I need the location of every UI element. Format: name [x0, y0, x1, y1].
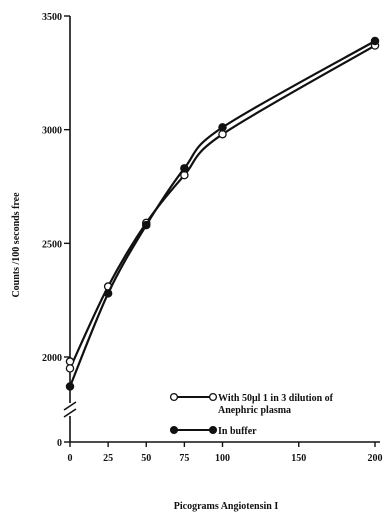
legend-marker-2 — [169, 425, 179, 435]
data-point-series-1 — [218, 129, 227, 139]
y-axis-break-mark — [63, 401, 77, 411]
legend-marker-1 — [208, 392, 218, 402]
series-line-2 — [68, 40, 376, 387]
x-tick-label: 75 — [179, 453, 189, 464]
x-tick-label: 100 — [215, 453, 230, 464]
data-point-series-1 — [65, 357, 75, 366]
y-tick-label-zero: 0 — [57, 438, 62, 449]
x-tick-label: 50 — [141, 453, 151, 464]
data-point-series-2 — [370, 36, 380, 46]
data-point-series-2 — [218, 123, 227, 132]
legend-label-1: Anephric plasma — [218, 405, 291, 416]
x-axis-title: Picograms Angiotensin I — [174, 501, 279, 512]
y-axis-break-mark — [63, 408, 77, 418]
y-tick-label: 3000 — [42, 126, 62, 137]
axes: 2000 2500 3000 3500 00 25 50 75 100 150 200 — [42, 12, 383, 464]
data-point-series-2 — [65, 382, 75, 391]
data-point-series-2 — [180, 164, 189, 173]
series-layer — [65, 36, 380, 391]
legend-marker-1 — [169, 392, 179, 402]
x-tick-label: 0 — [68, 453, 73, 464]
series-line-1 — [69, 44, 376, 369]
y-tick-label: 3500 — [42, 12, 62, 23]
legend-marker-2 — [208, 425, 218, 435]
y-tick-label: 2500 — [42, 239, 62, 250]
data-point-series-1 — [65, 364, 75, 373]
x-tick-label: 25 — [103, 453, 113, 464]
legend-label-2: In buffer — [218, 426, 257, 437]
y-tick-label: 2000 — [42, 353, 62, 364]
data-point-series-2 — [141, 220, 151, 230]
data-point-series-2 — [103, 289, 113, 298]
x-tick-label: 200 — [368, 453, 383, 464]
y-axis-title: Counts /100 seconds free — [11, 192, 22, 298]
legend-label-1: With 50μl 1 in 3 dilution of — [218, 393, 334, 404]
x-tick-label: 150 — [291, 453, 306, 464]
